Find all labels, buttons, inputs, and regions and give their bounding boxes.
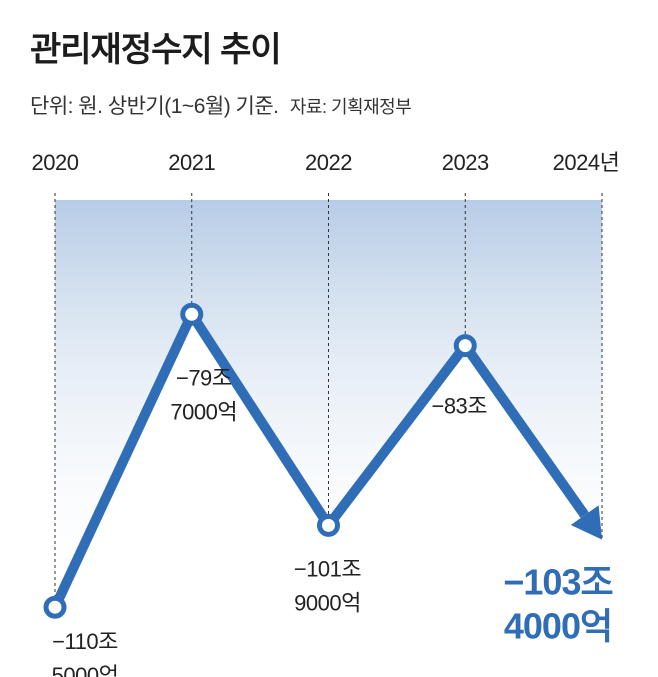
data-label-line: −83조	[431, 394, 487, 419]
data-label: −79조 7000억	[170, 365, 237, 424]
x-tick-label: 2022	[305, 150, 352, 175]
data-label: −83조	[431, 394, 487, 419]
data-label-line: −79조	[176, 365, 232, 390]
data-label-line: 5000억	[52, 663, 119, 677]
arrow-head	[570, 505, 602, 540]
x-tick-label: 2024년	[553, 150, 620, 175]
data-label-line: −101조	[294, 556, 362, 581]
data-label-line: −110조	[52, 629, 118, 654]
highlight-value-label: −103조 4000억	[503, 562, 612, 647]
x-tick-label: 2021	[168, 150, 215, 175]
chart-title: 관리재정수지 추이	[30, 31, 282, 69]
data-point	[43, 595, 67, 619]
data-point	[453, 334, 477, 358]
data-point	[317, 513, 340, 537]
data-label-line: −103조	[503, 562, 612, 603]
x-tick-label: 2020	[32, 150, 79, 175]
data-point	[180, 302, 204, 326]
data-label: −101조 9000억	[294, 556, 362, 615]
unit-note: 단위: 원. 상반기(1~6월) 기준.	[30, 95, 279, 118]
data-label-line: 7000억	[170, 399, 237, 424]
source-note: 자료: 기획재정부	[289, 97, 412, 117]
chart-subtitle: 단위: 원. 상반기(1~6월) 기준. 자료: 기획재정부	[30, 90, 412, 120]
data-label-line: 9000억	[294, 590, 361, 615]
data-label-line: 4000억	[504, 606, 612, 647]
x-tick-label: 2023	[442, 150, 489, 175]
data-label: −110조 5000억	[52, 629, 119, 677]
